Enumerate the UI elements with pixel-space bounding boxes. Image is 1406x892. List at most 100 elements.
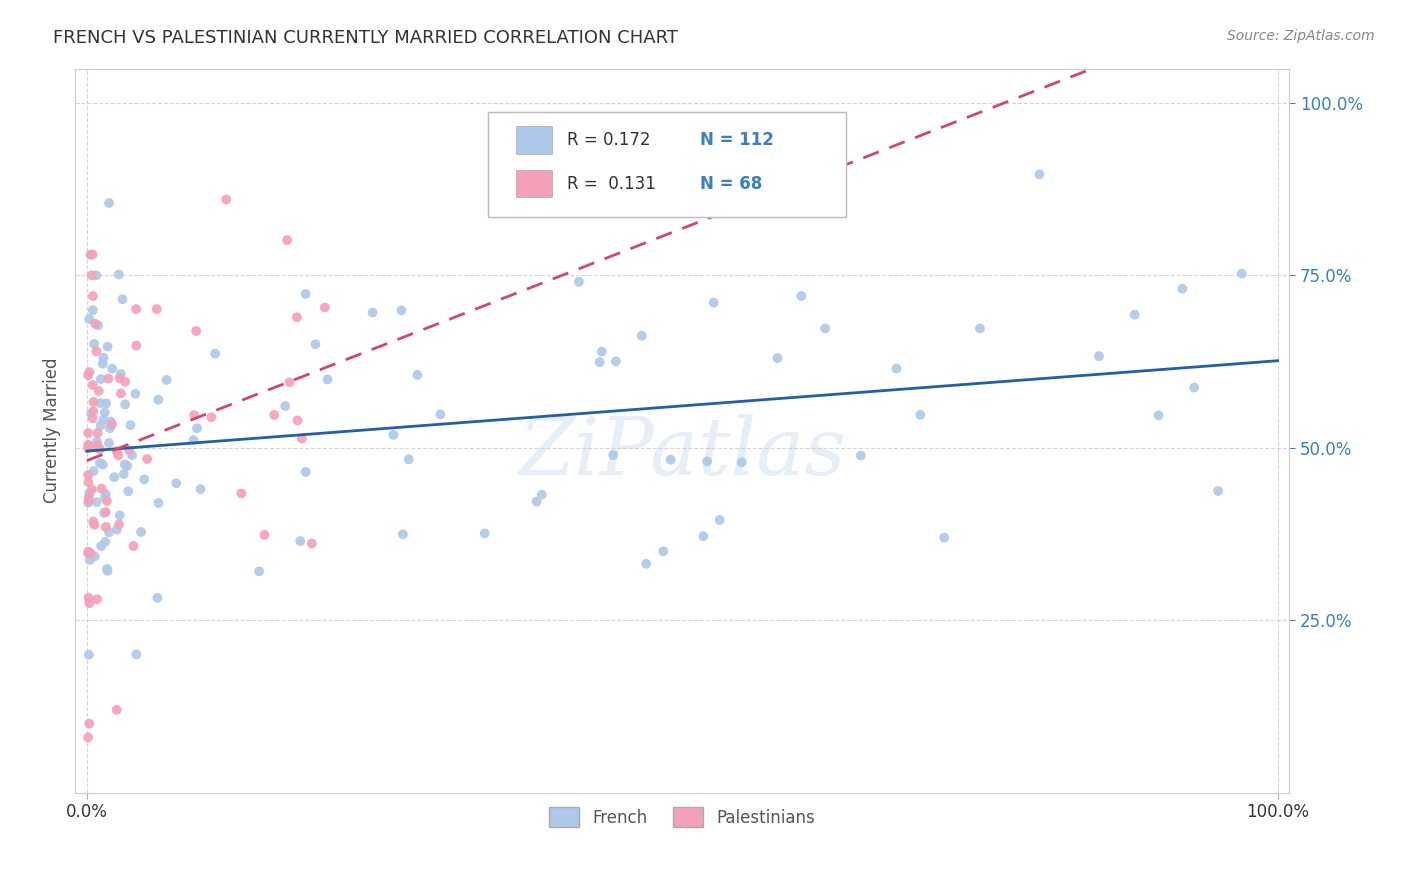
Point [79, 716, 101, 731]
Point [94, 487, 117, 501]
Point [93, 351, 115, 365]
Point [605, 354, 627, 368]
Point [110, 367, 132, 381]
Point [77, 546, 100, 560]
Point [121, 448, 143, 462]
Point [849, 449, 872, 463]
Point [89, 456, 111, 470]
Point [94, 535, 117, 549]
Text: ZiPatlas: ZiPatlas [519, 414, 846, 491]
Point [361, 305, 384, 319]
Point [276, 233, 298, 247]
Point [125, 338, 148, 352]
Point [1230, 267, 1253, 281]
Point [392, 527, 415, 541]
Point [125, 648, 148, 662]
Point [114, 375, 136, 389]
Text: R = 0.172: R = 0.172 [567, 131, 651, 149]
Point [406, 368, 429, 382]
Point [79, 553, 101, 567]
Point [530, 488, 553, 502]
Point [316, 372, 339, 386]
Text: R =  0.131: R = 0.131 [567, 175, 655, 193]
Point [82, 515, 104, 529]
Point [1147, 409, 1170, 423]
Point [86, 426, 108, 441]
Point [155, 373, 177, 387]
Point [77, 491, 100, 505]
Point [79, 596, 101, 610]
Point [382, 427, 405, 442]
Point [398, 452, 420, 467]
Point [186, 421, 208, 435]
Point [86, 344, 108, 359]
Point [90, 418, 112, 433]
Point [101, 417, 124, 431]
Point [87, 384, 110, 398]
Point [89, 442, 111, 456]
Point [165, 476, 187, 491]
Point [80, 483, 103, 497]
Point [692, 529, 714, 543]
Point [94, 406, 117, 420]
Point [253, 528, 276, 542]
Point [82, 404, 104, 418]
Point [97, 525, 120, 540]
Point [77, 486, 100, 500]
Point [285, 310, 308, 325]
Point [183, 433, 205, 447]
Point [77, 368, 100, 383]
Point [97, 340, 120, 354]
Point [1088, 349, 1111, 363]
Point [148, 392, 170, 407]
Point [204, 347, 226, 361]
Point [77, 731, 100, 745]
Point [77, 426, 100, 441]
Point [215, 193, 238, 207]
Point [98, 421, 121, 435]
Point [591, 344, 613, 359]
Point [79, 439, 101, 453]
Point [112, 467, 135, 482]
Text: Source: ZipAtlas.com: Source: ZipAtlas.com [1227, 29, 1375, 43]
Point [107, 449, 129, 463]
Point [96, 396, 118, 410]
Point [79, 365, 101, 379]
Point [314, 301, 336, 315]
Point [94, 520, 117, 534]
Point [86, 495, 108, 509]
Point [287, 413, 309, 427]
Point [91, 413, 114, 427]
Point [86, 434, 108, 449]
Point [709, 513, 731, 527]
Point [183, 408, 205, 422]
Point [124, 386, 146, 401]
Point [114, 457, 136, 471]
Point [117, 484, 139, 499]
Text: N = 68: N = 68 [700, 175, 762, 193]
Point [294, 465, 316, 479]
Point [80, 406, 103, 420]
Point [96, 562, 118, 576]
Point [86, 592, 108, 607]
Point [910, 408, 932, 422]
Point [659, 452, 682, 467]
Point [77, 648, 100, 662]
Point [134, 472, 156, 486]
Point [90, 539, 112, 553]
Point [186, 324, 208, 338]
Point [148, 496, 170, 510]
Point [105, 523, 128, 537]
Point [83, 395, 105, 409]
Point [247, 564, 270, 578]
Point [389, 303, 412, 318]
FancyBboxPatch shape [516, 127, 553, 154]
Point [84, 268, 107, 283]
Point [790, 289, 813, 303]
Point [263, 408, 285, 422]
Point [190, 482, 212, 496]
Point [429, 408, 451, 422]
Point [83, 464, 105, 478]
Point [100, 415, 122, 429]
Point [77, 496, 100, 510]
